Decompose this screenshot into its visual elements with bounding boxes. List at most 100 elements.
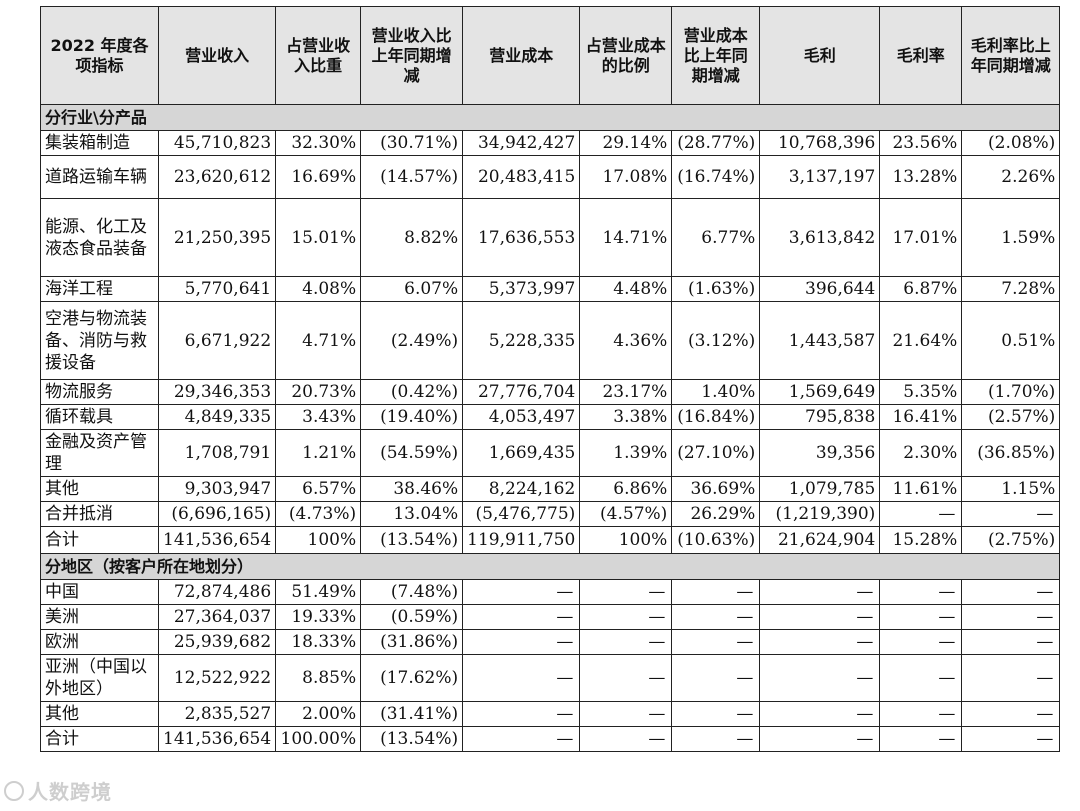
header-row: 2022 年度各项指标 营业收入 占营业收入比重 营业收入比上年同期增减 营业成本 占营业…	[40, 6, 1061, 105]
table-cell: —	[671, 701, 761, 727]
table-cell: (31.41%)	[360, 701, 464, 727]
table-cell: —	[961, 629, 1061, 655]
table-cell: —	[759, 654, 881, 702]
table-cell: —	[879, 629, 963, 655]
table-cell: —	[579, 579, 673, 605]
table-cell: —	[879, 579, 963, 605]
table-cell: (1,219,390)	[759, 501, 881, 527]
column-header: 营业收入	[157, 6, 277, 105]
table-cell: 20,483,415	[462, 155, 581, 199]
table-cell: 1.59%	[961, 198, 1061, 277]
row-label: 欧洲	[40, 629, 159, 655]
table-cell: (30.71%)	[360, 130, 464, 156]
table-cell: (0.42%)	[360, 379, 464, 405]
table-cell: —	[961, 604, 1061, 630]
table-row: 合并抵消 (6,696,165) (4.73%) 13.04% (5,476,775)(…	[40, 501, 1061, 527]
table-cell: 141,536,654	[157, 526, 277, 554]
column-header: 营业收入比上年同期增减	[360, 6, 464, 105]
table-cell: —	[961, 726, 1061, 752]
table-cell: 2.00%	[275, 701, 362, 727]
row-label: 空港与物流装备、消防与救援设备	[40, 301, 159, 380]
table-cell: 4.36%	[579, 301, 673, 380]
table-cell: 1,708,791	[157, 429, 277, 477]
table-cell: 3.38%	[579, 404, 673, 430]
table-row: 中国 72,874,486 51.49% (7.48%) — — — — — —	[40, 579, 1061, 605]
watermark: 人数跨境	[4, 776, 112, 805]
table-cell: 1,669,435	[462, 429, 581, 477]
table-cell: —	[462, 701, 581, 727]
row-label: 循环载具	[40, 404, 159, 430]
table-cell: —	[579, 701, 673, 727]
table-cell: 4.71%	[275, 301, 362, 380]
table-cell: (2.08%)	[961, 130, 1061, 156]
table-cell: —	[759, 604, 881, 630]
table-cell: (19.40%)	[360, 404, 464, 430]
table-cell: —	[579, 654, 673, 702]
table-cell: 2.26%	[961, 155, 1061, 199]
table-cell: (2.75%)	[961, 526, 1061, 554]
table-cell: —	[671, 579, 761, 605]
table-cell: 26.29%	[671, 501, 761, 527]
table-cell: —	[579, 604, 673, 630]
table-cell: (14.57%)	[360, 155, 464, 199]
table-cell: 0.51%	[961, 301, 1061, 380]
row-label: 能源、化工及液态食品装备	[40, 198, 159, 277]
table-cell: 3.43%	[275, 404, 362, 430]
table-cell: 23.56%	[879, 130, 963, 156]
table-cell: 5,228,335	[462, 301, 581, 380]
table-cell: —	[879, 701, 963, 727]
table-row: 能源、化工及液态食品装备 21,250,395 15.01% 8.82% 17,636,…	[40, 198, 1061, 277]
table-cell: 38.46%	[360, 476, 464, 502]
table-cell: (1.70%)	[961, 379, 1061, 405]
table-cell: 2.30%	[879, 429, 963, 477]
table-cell: 2,835,527	[157, 701, 277, 727]
table-row: 集装箱制造 45,710,823 32.30% (30.71%) 34,942,427 2…	[40, 130, 1061, 156]
table-cell: 27,364,037	[157, 604, 277, 630]
row-label: 亚洲（中国以外地区）	[40, 654, 159, 702]
table-cell: —	[462, 579, 581, 605]
table-cell: —	[961, 579, 1061, 605]
table-cell: 17.08%	[579, 155, 673, 199]
section-label: 分行业\分产品	[39, 104, 1061, 131]
table-cell: 21.64%	[879, 301, 963, 380]
table-cell: 5,770,641	[157, 276, 277, 302]
table-cell: 15.01%	[275, 198, 362, 277]
table-cell: —	[759, 726, 881, 752]
table-cell: 25,939,682	[157, 629, 277, 655]
table-cell: —	[879, 726, 963, 752]
table-cell: —	[961, 654, 1061, 702]
table-cell: (1.63%)	[671, 276, 761, 302]
table-cell: 13.28%	[879, 155, 963, 199]
table-cell: (27.10%)	[671, 429, 761, 477]
column-header: 毛利率比上年同期增减	[961, 6, 1061, 105]
table-row: 亚洲（中国以外地区） 12,522,922 8.85% (17.62%) — — — — — —	[40, 654, 1061, 702]
table-cell: 6.86%	[579, 476, 673, 502]
table-cell: —	[579, 629, 673, 655]
section-row: 分地区（按客户所在地划分）	[39, 553, 1061, 580]
table-cell: 119,911,750	[462, 526, 581, 554]
table-cell: 17.01%	[879, 198, 963, 277]
row-label: 合并抵消	[40, 501, 159, 527]
table-row: 合计 141,536,654 100.00% (13.54%) — — — — — —	[40, 726, 1061, 752]
table-cell: —	[462, 726, 581, 752]
table-cell: 3,137,197	[759, 155, 881, 199]
table-cell: —	[462, 604, 581, 630]
table-cell: 36.69%	[671, 476, 761, 502]
table-cell: (4.57%)	[579, 501, 673, 527]
table-cell: 21,250,395	[157, 198, 277, 277]
table-cell: (13.54%)	[360, 726, 464, 752]
row-label: 物流服务	[40, 379, 159, 405]
column-header: 营业成本比上年同期增减	[671, 6, 761, 105]
table-row: 美洲 27,364,037 19.33% (0.59%) — — — — — —	[40, 604, 1061, 630]
table-cell: —	[671, 604, 761, 630]
table-cell: (5,476,775)	[462, 501, 581, 527]
table-cell: (17.62%)	[360, 654, 464, 702]
table-cell: 141,536,654	[157, 726, 277, 752]
table-cell: (36.85%)	[961, 429, 1061, 477]
table-cell: 396,644	[759, 276, 881, 302]
table-cell: 10,768,396	[759, 130, 881, 156]
table-row: 其他 9,303,947 6.57% 38.46% 8,224,162 6.86% 36.6…	[40, 476, 1061, 502]
table-cell: 100%	[579, 526, 673, 554]
table-cell: 17,636,553	[462, 198, 581, 277]
table-cell: 11.61%	[879, 476, 963, 502]
